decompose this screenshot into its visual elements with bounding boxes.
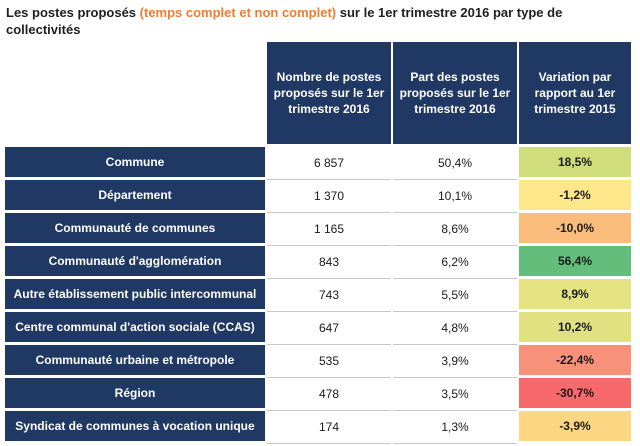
- row-nombre: 843: [267, 246, 391, 279]
- table-row: Centre communal d'action sociale (CCAS) 6…: [5, 312, 631, 345]
- row-nombre: 6 857: [267, 147, 391, 180]
- row-label: Département: [5, 180, 265, 213]
- row-label: Commune: [5, 147, 265, 180]
- header-part: Part des postes proposés sur le 1er trim…: [393, 42, 517, 147]
- row-part: 3,9%: [393, 345, 517, 378]
- row-label: Autre établissement public intercommunal: [5, 279, 265, 312]
- row-variation: -10,0%: [519, 213, 631, 246]
- row-label: Communauté urbaine et métropole: [5, 345, 265, 378]
- row-part: 5,5%: [393, 279, 517, 312]
- header-blank-cell: [5, 42, 265, 147]
- table-row: Communauté de communes 1 165 8,6% -10,0%: [5, 213, 631, 246]
- row-nombre: 743: [267, 279, 391, 312]
- table-row: Communauté urbaine et métropole 535 3,9% -2…: [5, 345, 631, 378]
- table-row: Syndicat de communes à vocation unique 17…: [5, 411, 631, 444]
- row-nombre: 478: [267, 378, 391, 411]
- row-part: 3,5%: [393, 378, 517, 411]
- table-row: Région 478 3,5% -30,7%: [5, 378, 631, 411]
- row-variation: 10,2%: [519, 312, 631, 345]
- row-nombre: 647: [267, 312, 391, 345]
- row-variation: 18,5%: [519, 147, 631, 180]
- row-part: 4,8%: [393, 312, 517, 345]
- page-title: Les postes proposés (temps complet et no…: [6, 4, 626, 38]
- row-variation: -30,7%: [519, 378, 631, 411]
- row-part: 6,2%: [393, 246, 517, 279]
- row-label: Communauté d'agglomération: [5, 246, 265, 279]
- row-label: Communauté de communes: [5, 213, 265, 246]
- row-nombre: 535: [267, 345, 391, 378]
- row-variation: -3,9%: [519, 411, 631, 444]
- table-row: Communauté d'agglomération 843 6,2% 56,4%: [5, 246, 631, 279]
- row-label: Centre communal d'action sociale (CCAS): [5, 312, 265, 345]
- row-nombre: 1 370: [267, 180, 391, 213]
- row-label: Syndicat de communes à vocation unique: [5, 411, 265, 444]
- row-variation: -22,4%: [519, 345, 631, 378]
- row-variation: -1,2%: [519, 180, 631, 213]
- row-part: 50,4%: [393, 147, 517, 180]
- row-part: 10,1%: [393, 180, 517, 213]
- row-variation: 8,9%: [519, 279, 631, 312]
- header-row: Nombre de postes proposés sur le 1er tri…: [5, 42, 631, 147]
- row-part: 8,6%: [393, 213, 517, 246]
- row-label: Région: [5, 378, 265, 411]
- row-nombre: 1 165: [267, 213, 391, 246]
- row-variation: 56,4%: [519, 246, 631, 279]
- row-part: 1,3%: [393, 411, 517, 444]
- table-row: Commune 6 857 50,4% 18,5%: [5, 147, 631, 180]
- table-row: Département 1 370 10,1% -1,2%: [5, 180, 631, 213]
- data-table: Nombre de postes proposés sur le 1er tri…: [3, 42, 633, 444]
- title-part1: Les postes proposés: [6, 5, 140, 20]
- title-part2: sur le 1er trimestre 2016 par type de co…: [6, 5, 563, 37]
- title-highlight: (temps complet et non complet): [139, 5, 337, 20]
- table-row: Autre établissement public intercommunal…: [5, 279, 631, 312]
- header-nombre: Nombre de postes proposés sur le 1er tri…: [267, 42, 391, 147]
- header-variation: Variation par rapport au 1er trimestre 2…: [519, 42, 631, 147]
- row-nombre: 174: [267, 411, 391, 444]
